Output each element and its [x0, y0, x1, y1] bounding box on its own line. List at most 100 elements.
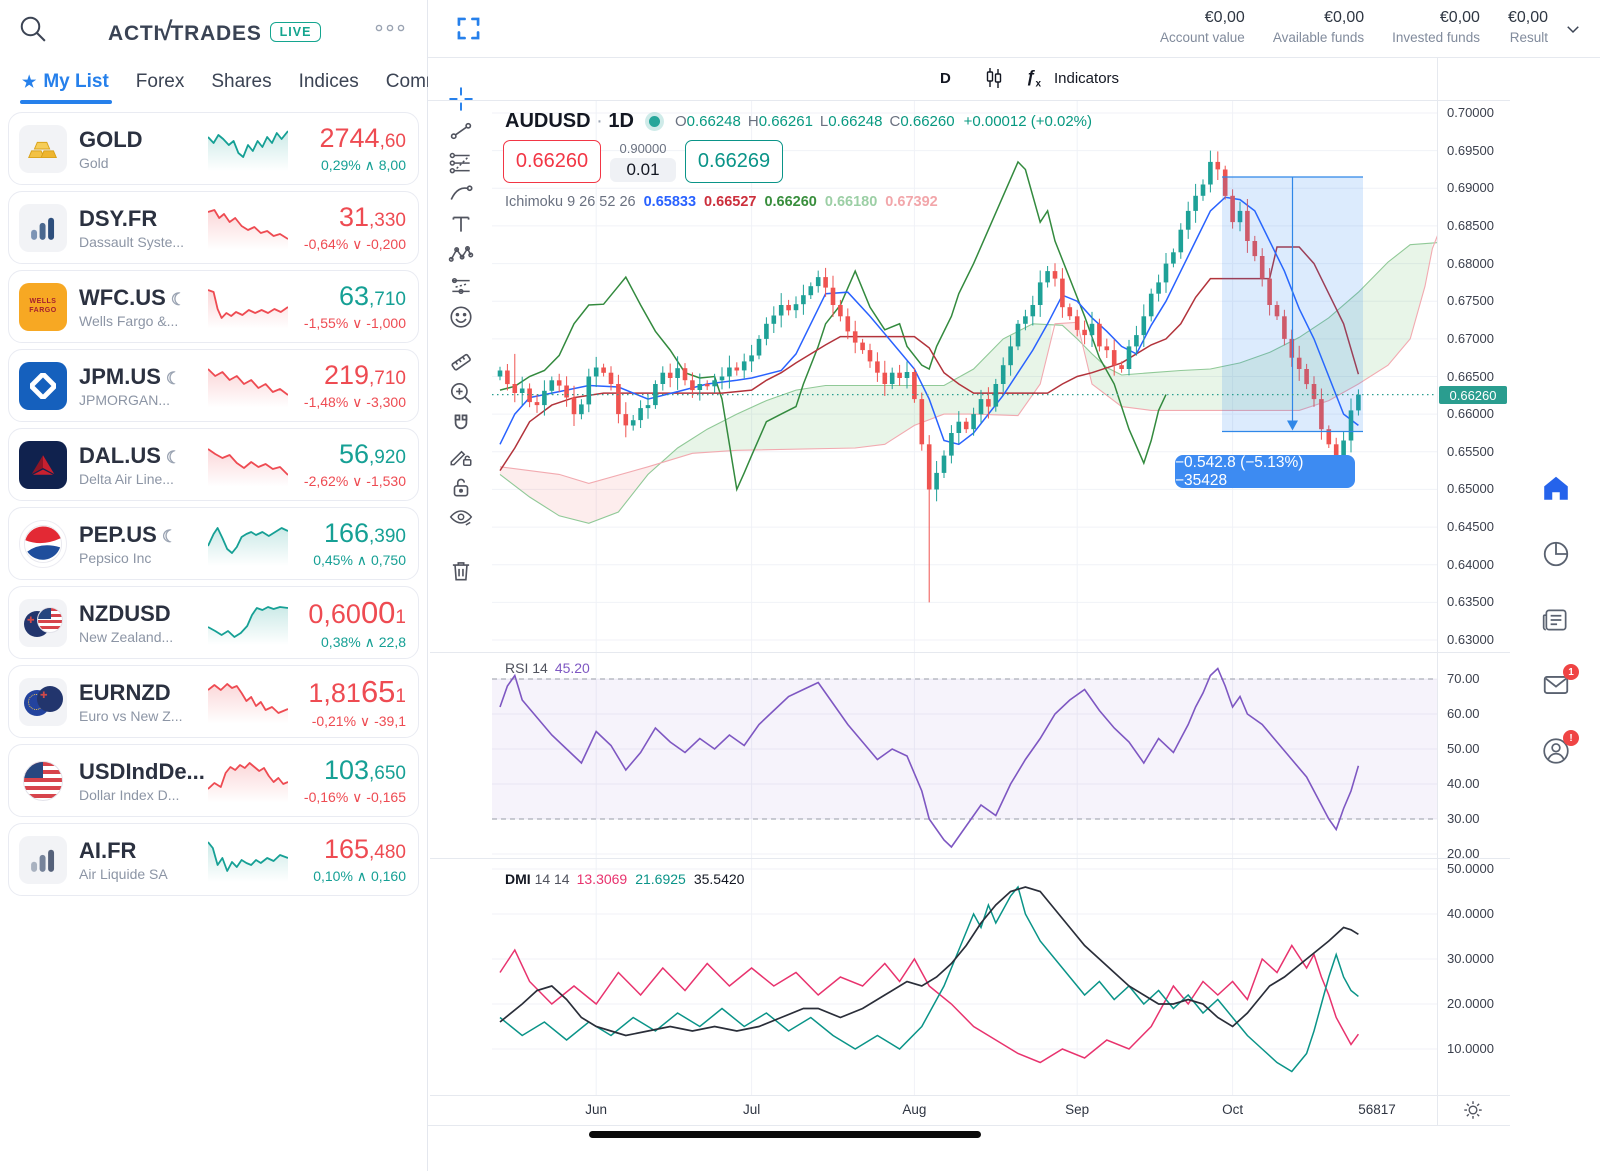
instrument-name: Gold: [79, 154, 109, 171]
instrument-name: Dollar Index D...: [79, 786, 180, 803]
dmi-pane[interactable]: [492, 858, 1437, 1095]
time-tick-jul: Jul: [742, 1102, 761, 1117]
instrument-change: -1,48% ∨ -3,300: [303, 394, 406, 410]
watchlist-item-nzdusd[interactable]: ✚ NZDUSD New Zealand... 0,60 00 1 0,38% ∧ 22,8: [8, 586, 419, 659]
crosshair-icon[interactable]: [448, 86, 474, 112]
brand-text-left: ACTI: [108, 22, 161, 45]
instrument-price-block: 166,390 0,45% ∧ 0,750: [298, 518, 406, 569]
time-tick-oct: Oct: [1222, 1102, 1244, 1117]
instrument-change: 0,29% ∧ 8,00: [321, 157, 406, 173]
right-sidebar: 1!: [1510, 58, 1600, 1171]
lock-all-icon[interactable]: [448, 474, 474, 500]
watchlist-item-usdindde-[interactable]: USDIndDe... Dollar Index D... 103,650 -0,16…: [8, 744, 419, 817]
price-tick: 0.65500: [1447, 443, 1494, 459]
magnet-icon[interactable]: [448, 411, 474, 437]
brush-icon[interactable]: [448, 180, 474, 206]
instrument-ticker: EURNZD: [79, 679, 171, 705]
rsi-tick: 60.00: [1447, 706, 1480, 721]
drawing-edit-lock-icon[interactable]: [448, 443, 474, 469]
instrument-price: 56,920: [338, 439, 406, 469]
notification-badge: 1: [1563, 664, 1579, 680]
watchlist-item-gold[interactable]: GOLD Gold 2744,60 0,29% ∧ 8,00: [8, 112, 419, 185]
instrument-price: 63,710: [338, 281, 406, 311]
home-indicator[interactable]: [589, 1131, 981, 1138]
text-tool-icon[interactable]: [448, 211, 474, 237]
notification-badge: !: [1563, 730, 1579, 746]
tab-forex[interactable]: Forex: [135, 71, 185, 92]
search-icon[interactable]: [18, 14, 48, 44]
instrument-change: -2,62% ∨ -1,530: [303, 473, 406, 489]
watchlist-item-ai-fr[interactable]: AI.FR Air Liquide SA 165,480 0,10% ∧ 0,160: [8, 823, 419, 896]
brand-text-right: TRADES: [170, 22, 262, 45]
sparkline: [208, 288, 288, 329]
instrument-name: Air Liquide SA: [79, 865, 168, 882]
instrument-price-block: 219,710 -1,48% ∨ -3,300: [298, 360, 406, 411]
price-axis[interactable]: 0.70000 0.69500 0.69000 0.68500 0.68000 0.675…: [1437, 58, 1510, 1125]
tab-shares[interactable]: Shares: [211, 71, 272, 92]
usd-flag: [19, 757, 67, 805]
watchlist-item-dal-us[interactable]: DAL.US ☾ Delta Air Line... 56,920 -2,62% ∨ -…: [8, 428, 419, 501]
last-price-badge: 0.66260: [1439, 386, 1507, 404]
tab-indices[interactable]: Indices: [298, 71, 359, 92]
tab-comm[interactable]: Comm: [385, 71, 442, 92]
watchlist-item-pep-us[interactable]: PEP.US ☾ Pepsico Inc 166,390 0,45% ∧ 0,750: [8, 507, 419, 580]
instrument-text: GOLD Gold: [79, 127, 208, 171]
chart-style-icon[interactable]: [982, 66, 1006, 90]
instrument-ticker: AI.FR: [79, 837, 137, 863]
sell-button[interactable]: 0.66260: [503, 140, 601, 183]
trend-line-icon[interactable]: [448, 118, 474, 144]
home-icon[interactable]: [1541, 473, 1571, 503]
rsi-tick: 40.00: [1447, 776, 1480, 791]
market-status-dot: [648, 116, 660, 127]
market-closed-moon-icon: ☾: [165, 447, 182, 467]
ichimoku-legend[interactable]: Ichimoku 9 26 52 26 0.65833 0.66527 0.6626…: [505, 194, 946, 210]
price-tick: 0.64000: [1447, 556, 1494, 572]
chevron-down-icon[interactable]: [1564, 20, 1582, 38]
remove-drawings-icon[interactable]: [448, 558, 474, 584]
xabcd-pattern-icon[interactable]: [448, 242, 474, 268]
instrument-price: 31,330: [338, 202, 406, 232]
news-icon[interactable]: [1541, 605, 1571, 635]
price-tick: 0.70000: [1447, 105, 1494, 120]
time-axis[interactable]: Jun Jul Aug Sep Oct 56817: [492, 1096, 1437, 1125]
rsi-legend[interactable]: RSI 14 45.20: [505, 660, 590, 676]
rsi-pane[interactable]: [492, 652, 1437, 858]
dmi-legend[interactable]: DMI 14 14 13.3069 21.6925 35.5420: [505, 871, 752, 887]
watchlist-item-eurnzd[interactable]: ✚ EURNZD Euro vs New Z... 1,81 65 1 -0,21% ∨ -…: [8, 665, 419, 738]
instrument-change: 0,38% ∧ 22,8: [321, 633, 406, 650]
spread-value: 0.90000: [619, 141, 667, 156]
theme-toggle-icon[interactable]: [1462, 1099, 1484, 1121]
buy-button[interactable]: 0.66269: [685, 140, 783, 183]
ichimoku-values: 0.65833 0.66527 0.66260 0.66180 0.67392: [643, 194, 938, 210]
hide-drawings-icon[interactable]: [448, 505, 474, 531]
ruler-icon[interactable]: [448, 349, 474, 375]
pie-chart-icon[interactable]: [1541, 539, 1571, 569]
mail-icon[interactable]: 1: [1541, 664, 1579, 700]
emoji-icon[interactable]: [448, 304, 474, 330]
instrument-text: EURNZD Euro vs New Z...: [79, 680, 208, 724]
more-menu-icon[interactable]: [374, 22, 408, 34]
zoom-in-icon[interactable]: [448, 380, 474, 406]
spread-block[interactable]: 0.90000 0.01: [610, 140, 676, 183]
rsi-tick: 20.00: [1447, 846, 1480, 861]
fullscreen-icon[interactable]: [455, 15, 482, 42]
measure-tooltip: −0.542.8 (−5.13%) −35428: [1175, 454, 1355, 489]
watchlist-item-jpm-us[interactable]: JPM.US ☾ JPMORGAN... 219,710 -1,48% ∨ -3,300: [8, 349, 419, 422]
price-tick: 0.63500: [1447, 594, 1494, 610]
instrument-change: 0,10% ∧ 0,160: [313, 868, 406, 884]
projection-icon[interactable]: [448, 273, 474, 299]
profile-icon[interactable]: !: [1541, 730, 1579, 766]
main-price-chart[interactable]: [492, 100, 1437, 652]
sparkline: [208, 761, 288, 803]
instrument-text: AI.FR Air Liquide SA: [79, 838, 208, 882]
tab-my-list[interactable]: ★ My List: [22, 71, 109, 92]
fib-retracement-icon[interactable]: [448, 149, 474, 175]
timeframe-button[interactable]: D: [940, 70, 951, 87]
instrument-price: 0,60 00 1: [308, 594, 406, 630]
fx-icon[interactable]: ƒx: [1026, 67, 1042, 90]
indicators-button[interactable]: Indicators: [1054, 70, 1120, 87]
watchlist-item-wfc-us[interactable]: WELLS FARGO WFC.US ☾ Wells Fargo &... 63,710 -…: [8, 270, 419, 343]
watchlist-item-dsy-fr[interactable]: DSY.FR Dassault Syste... 31,330 -0,64% ∨ -0…: [8, 191, 419, 264]
instrument-change: -0,16% ∨ -0,165: [303, 789, 406, 805]
symbol-title[interactable]: AUDUSD · 1D: [505, 110, 634, 132]
